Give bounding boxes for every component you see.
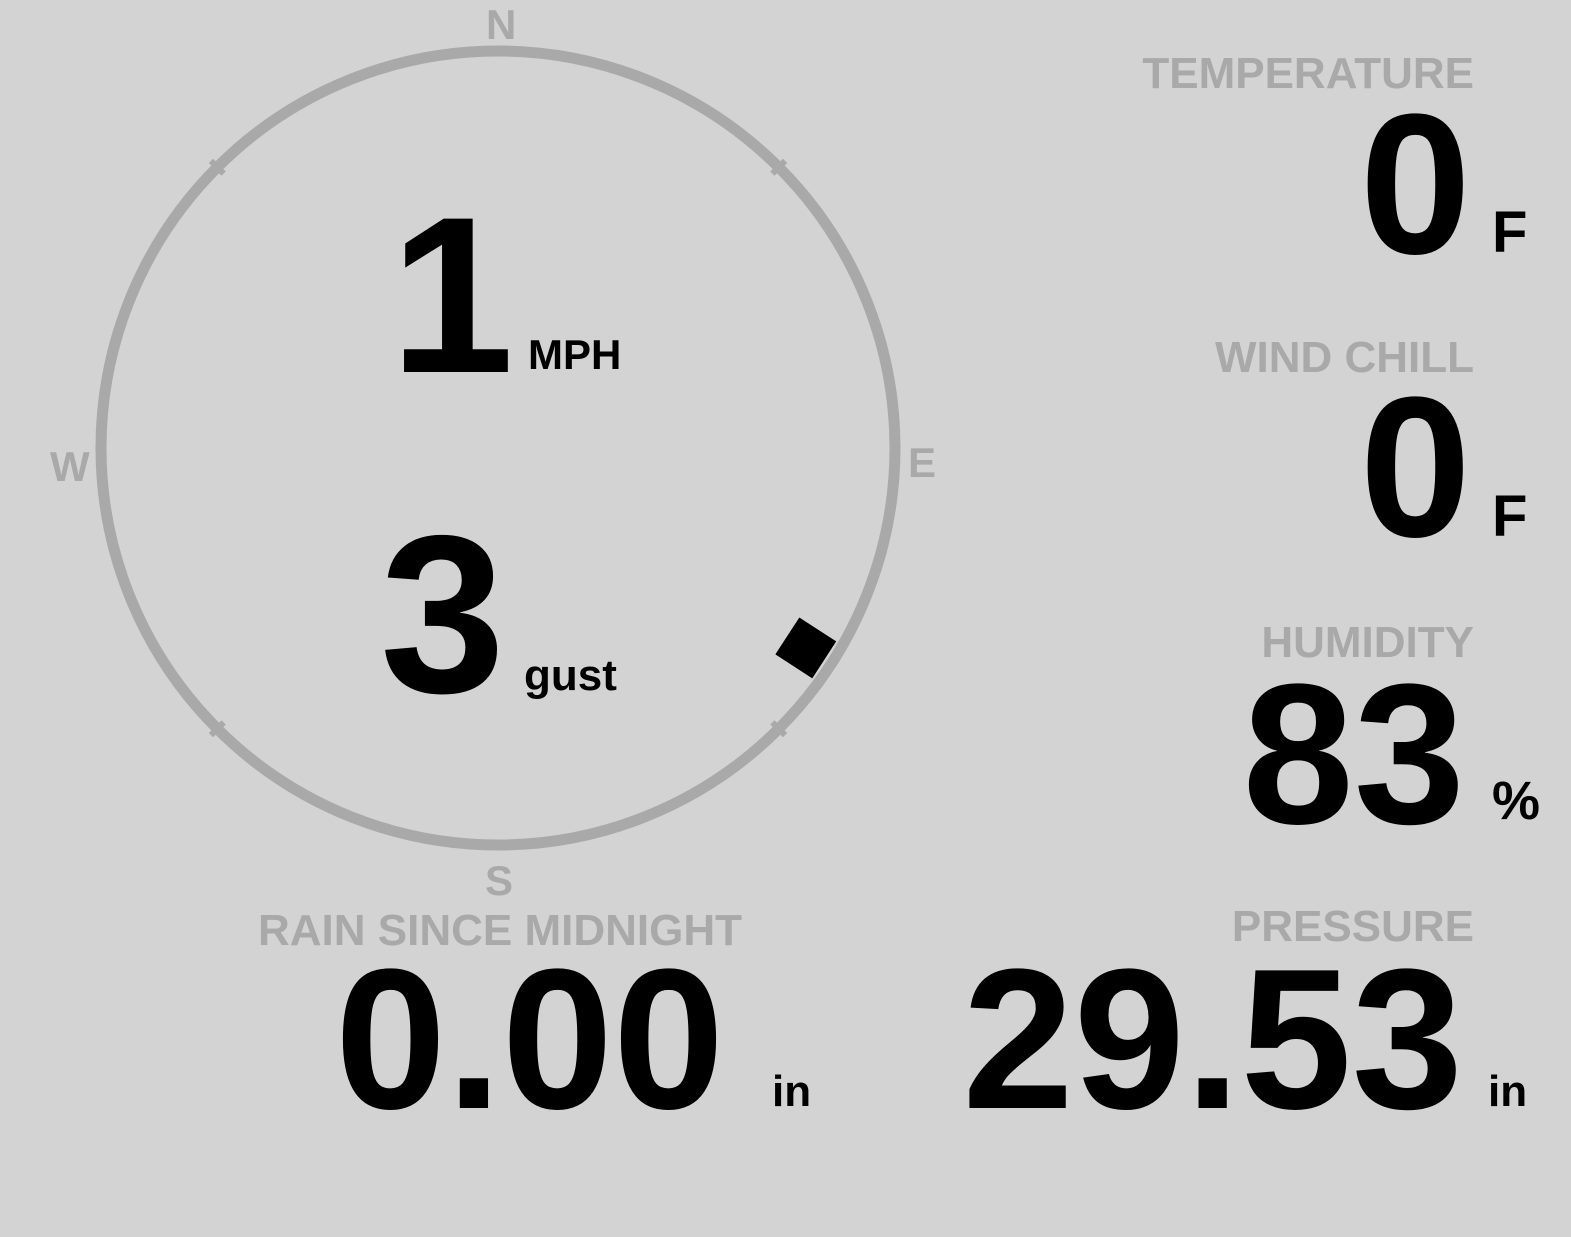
temperature-unit: F <box>1492 200 1528 265</box>
wind-gust-value: 3 <box>380 488 506 740</box>
compass-south: S <box>485 857 514 904</box>
temperature-value: 0 <box>1359 73 1471 296</box>
rain-value: 0.00 <box>335 928 725 1151</box>
wind-chill-label: WIND CHILL <box>1214 333 1474 382</box>
pressure-value: 29.53 <box>962 928 1464 1151</box>
wind-speed-unit: MPH <box>528 331 622 378</box>
wind-speed-value: 1 <box>390 171 515 420</box>
rain-label: RAIN SINCE MIDNIGHT <box>258 906 742 955</box>
compass-tick <box>208 720 226 738</box>
compass-dial <box>95 45 901 851</box>
rain-unit: in <box>772 1067 812 1116</box>
humidity-value: 83 <box>1242 643 1465 866</box>
wind-gust-unit: gust <box>524 651 617 700</box>
compass-tick <box>770 158 788 176</box>
wind-chill-unit: F <box>1492 484 1528 549</box>
wind-chill-value: 0 <box>1359 356 1471 579</box>
temperature-label: TEMPERATURE <box>1142 49 1474 98</box>
wind-direction-indicator <box>775 617 837 679</box>
compass-tick <box>208 158 226 176</box>
compass-tick <box>770 720 788 738</box>
pressure-unit: in <box>1488 1067 1528 1116</box>
pressure-label: PRESSURE <box>1231 902 1474 951</box>
compass-ring <box>95 45 901 851</box>
humidity-label: HUMIDITY <box>1261 618 1474 667</box>
compass-north: N <box>486 1 517 48</box>
compass-west: W <box>50 443 90 490</box>
humidity-unit: % <box>1492 771 1541 831</box>
compass-east: E <box>908 439 937 486</box>
